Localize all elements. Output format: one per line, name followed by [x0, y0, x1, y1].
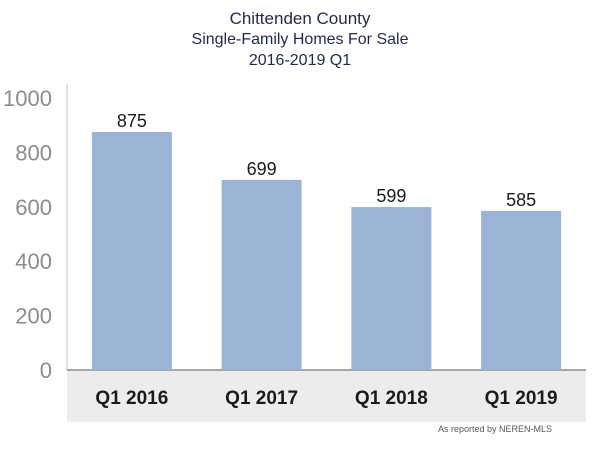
bar-q1-2016 — [91, 132, 172, 370]
category-label-q1-2018: Q1 2018 — [355, 388, 428, 409]
bar-q1-2019 — [481, 210, 562, 370]
bar-q1-2018 — [351, 207, 432, 370]
data-labels: 875 699 599 585 — [117, 111, 536, 210]
chart-subtitle-line-1: Single-Family Homes For Sale — [191, 31, 409, 48]
bars — [91, 132, 562, 370]
y-tick-label-600: 600 — [15, 195, 52, 220]
data-label-q1-2016: 875 — [117, 111, 147, 131]
source-note: As reported by NEREN-MLS — [437, 424, 552, 434]
category-labels: Q1 2016 Q1 2017 Q1 2018 Q1 2019 — [95, 388, 557, 409]
y-tick-label-1000: 1000 — [3, 86, 52, 111]
chart-subtitle-line-2: 2016-2019 Q1 — [248, 52, 352, 69]
data-label-q1-2017: 699 — [247, 159, 277, 179]
y-tick-label-200: 200 — [15, 304, 52, 329]
y-tick-labels: 0 200 400 600 800 1000 — [3, 86, 52, 383]
data-label-q1-2019: 585 — [506, 190, 536, 210]
chart-title: Chittenden County — [229, 9, 371, 28]
title-block: Chittenden County Single-Family Homes Fo… — [0, 8, 600, 71]
data-label-q1-2018: 599 — [376, 186, 406, 206]
category-label-q1-2019: Q1 2019 — [485, 388, 558, 409]
y-tick-label-400: 400 — [15, 249, 52, 274]
category-axis-band — [67, 370, 586, 422]
y-tick-label-0: 0 — [40, 358, 52, 383]
category-label-q1-2016: Q1 2016 — [95, 388, 168, 409]
bar-q1-2017 — [221, 179, 302, 370]
category-label-q1-2017: Q1 2017 — [225, 388, 298, 409]
y-tick-label-800: 800 — [15, 140, 52, 165]
